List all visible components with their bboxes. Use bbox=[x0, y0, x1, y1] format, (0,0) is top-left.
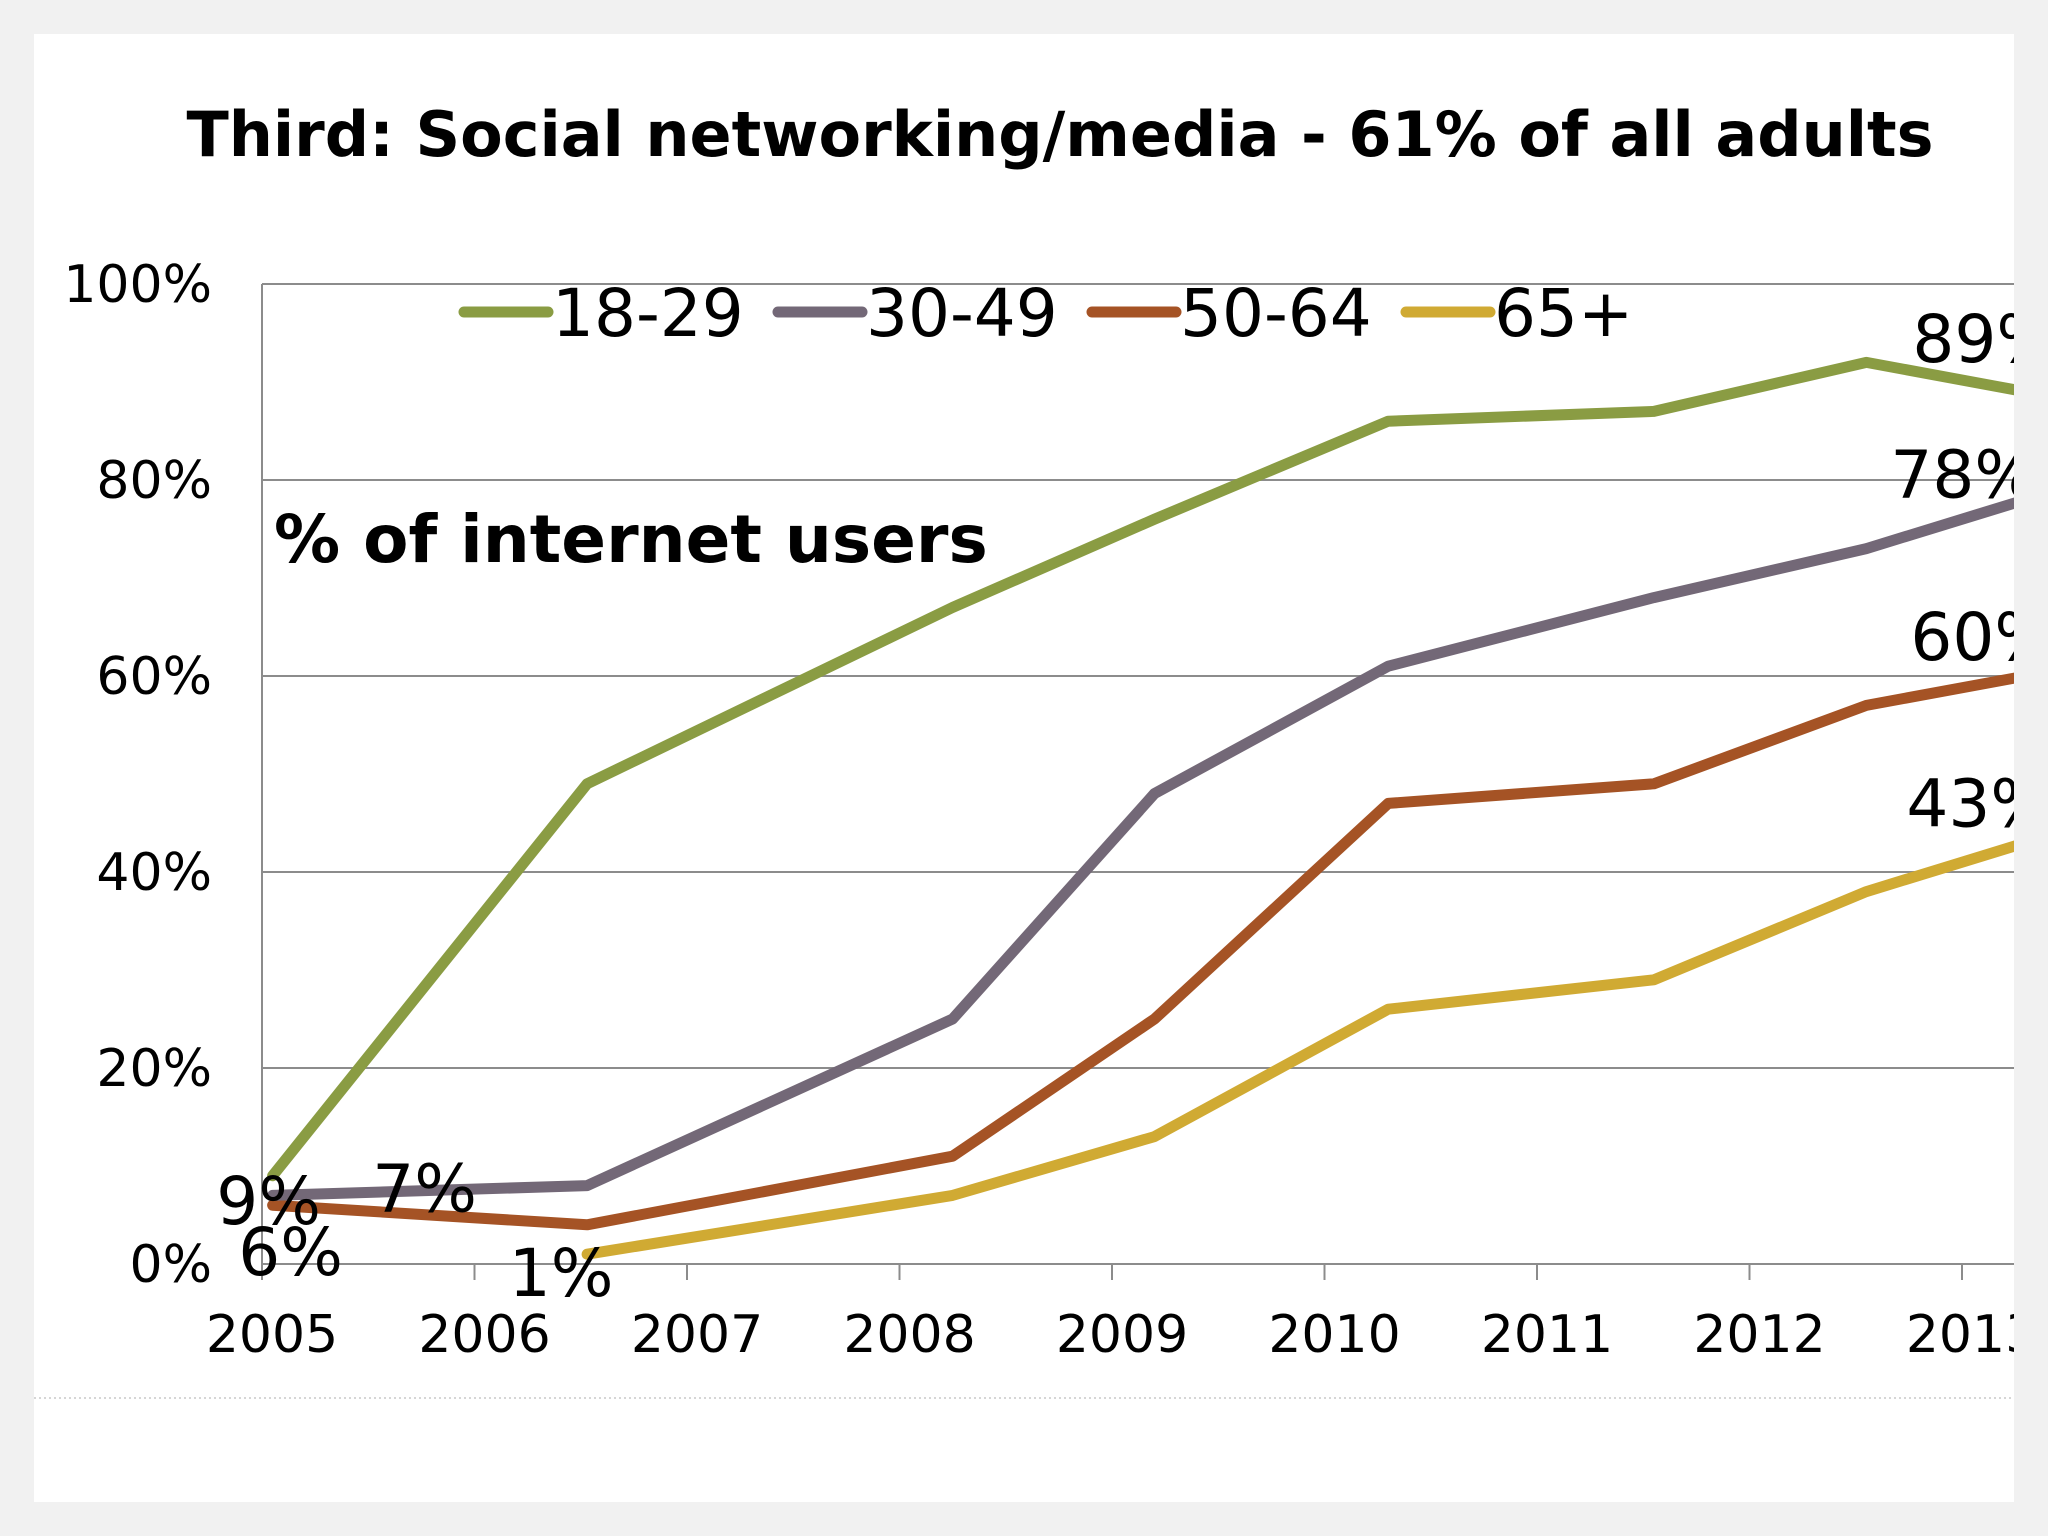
y-axis-ticks: 0% 20% 40% 60% 80% 100% bbox=[63, 255, 212, 1295]
series-line-18-29 bbox=[267, 356, 2014, 1182]
data-label: 60% bbox=[1910, 599, 2014, 676]
data-label: 78% bbox=[1890, 437, 2014, 514]
x-tick-label: 2009 bbox=[1056, 1305, 1188, 1365]
slide: Third: Social networking/media - 61% of … bbox=[34, 34, 2014, 1502]
y-tick-label: 20% bbox=[96, 1039, 212, 1099]
x-tick-label: 2005 bbox=[206, 1305, 338, 1365]
legend-label: 18-29 bbox=[552, 275, 744, 352]
x-tick-label: 2007 bbox=[631, 1305, 763, 1365]
y-tick-label: 60% bbox=[96, 647, 212, 707]
data-label: 89% bbox=[1912, 301, 2014, 378]
legend-label: 30-49 bbox=[866, 275, 1058, 352]
grid bbox=[262, 283, 2014, 1069]
axes bbox=[261, 284, 2014, 1265]
x-tick-label: 2012 bbox=[1693, 1305, 1825, 1365]
x-tick-label: 2013 bbox=[1906, 1305, 2014, 1365]
data-label: 43% bbox=[1906, 766, 2014, 843]
data-labels: 9% 7% 6% 1% 89% 78% 60% 43% bbox=[216, 301, 2014, 1312]
x-tick-label: 2008 bbox=[843, 1305, 975, 1365]
x-tick-label: 2006 bbox=[418, 1305, 550, 1365]
data-label: 6% bbox=[238, 1214, 343, 1291]
series-lines bbox=[267, 356, 2014, 1260]
legend: 18-29 30-49 50-64 65+ bbox=[458, 275, 1633, 352]
series-line-50-64 bbox=[267, 672, 2014, 1231]
chart-subtitle: % of internet users bbox=[274, 501, 988, 578]
legend-label: 50-64 bbox=[1180, 275, 1372, 352]
series-line-65+ bbox=[581, 840, 2014, 1260]
data-label: 9% bbox=[216, 1163, 321, 1240]
line-chart: Third: Social networking/media - 61% of … bbox=[34, 98, 2014, 1399]
y-tick-label: 0% bbox=[130, 1235, 213, 1295]
chart-title: Third: Social networking/media - 61% of … bbox=[186, 98, 1933, 171]
x-axis-ticks: 2005 2006 2007 2008 2009 2010 2011 2012 2013 bbox=[206, 1264, 2014, 1365]
x-tick-label: 2010 bbox=[1268, 1305, 1400, 1365]
data-label: 7% bbox=[372, 1150, 477, 1227]
y-tick-label: 80% bbox=[96, 451, 212, 511]
legend-label: 65+ bbox=[1494, 275, 1633, 352]
y-tick-label: 100% bbox=[63, 255, 212, 315]
x-tick-label: 2011 bbox=[1481, 1305, 1613, 1365]
series-line-30-49 bbox=[267, 497, 2014, 1201]
y-tick-label: 40% bbox=[96, 843, 212, 903]
data-label: 1% bbox=[509, 1235, 614, 1312]
